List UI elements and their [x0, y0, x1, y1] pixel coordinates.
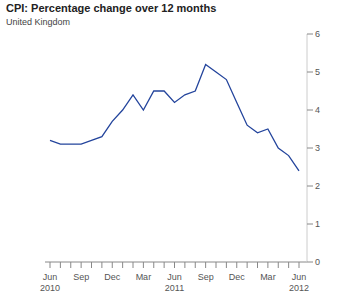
- html-text:CPI: Percentage change over 12: CPI: Percentage change over 12 months: [6, 2, 217, 14]
- svg-text:Mar: Mar: [136, 272, 152, 282]
- svg-text:Jun2011: Jun2011: [165, 272, 184, 293]
- svg-text:3: 3: [315, 143, 320, 153]
- svg-text:Mar: Mar: [260, 272, 276, 282]
- svg-text:6: 6: [315, 29, 320, 39]
- svg-text:Jun2010: Jun2010: [40, 272, 60, 293]
- svg-text:4: 4: [315, 105, 320, 115]
- svg-text:0: 0: [315, 257, 320, 267]
- svg-text:Sep: Sep: [198, 272, 214, 282]
- svg-text:Sep: Sep: [73, 272, 89, 282]
- html-text:United Kingdom: United Kingdom: [6, 17, 70, 27]
- svg-text:2: 2: [315, 181, 320, 191]
- svg-text:Dec: Dec: [104, 272, 121, 282]
- svg-text:Jun2012: Jun2012: [289, 272, 309, 293]
- svg-text:Dec: Dec: [229, 272, 246, 282]
- svg-text:5: 5: [315, 67, 320, 77]
- svg-text:1: 1: [315, 219, 320, 229]
